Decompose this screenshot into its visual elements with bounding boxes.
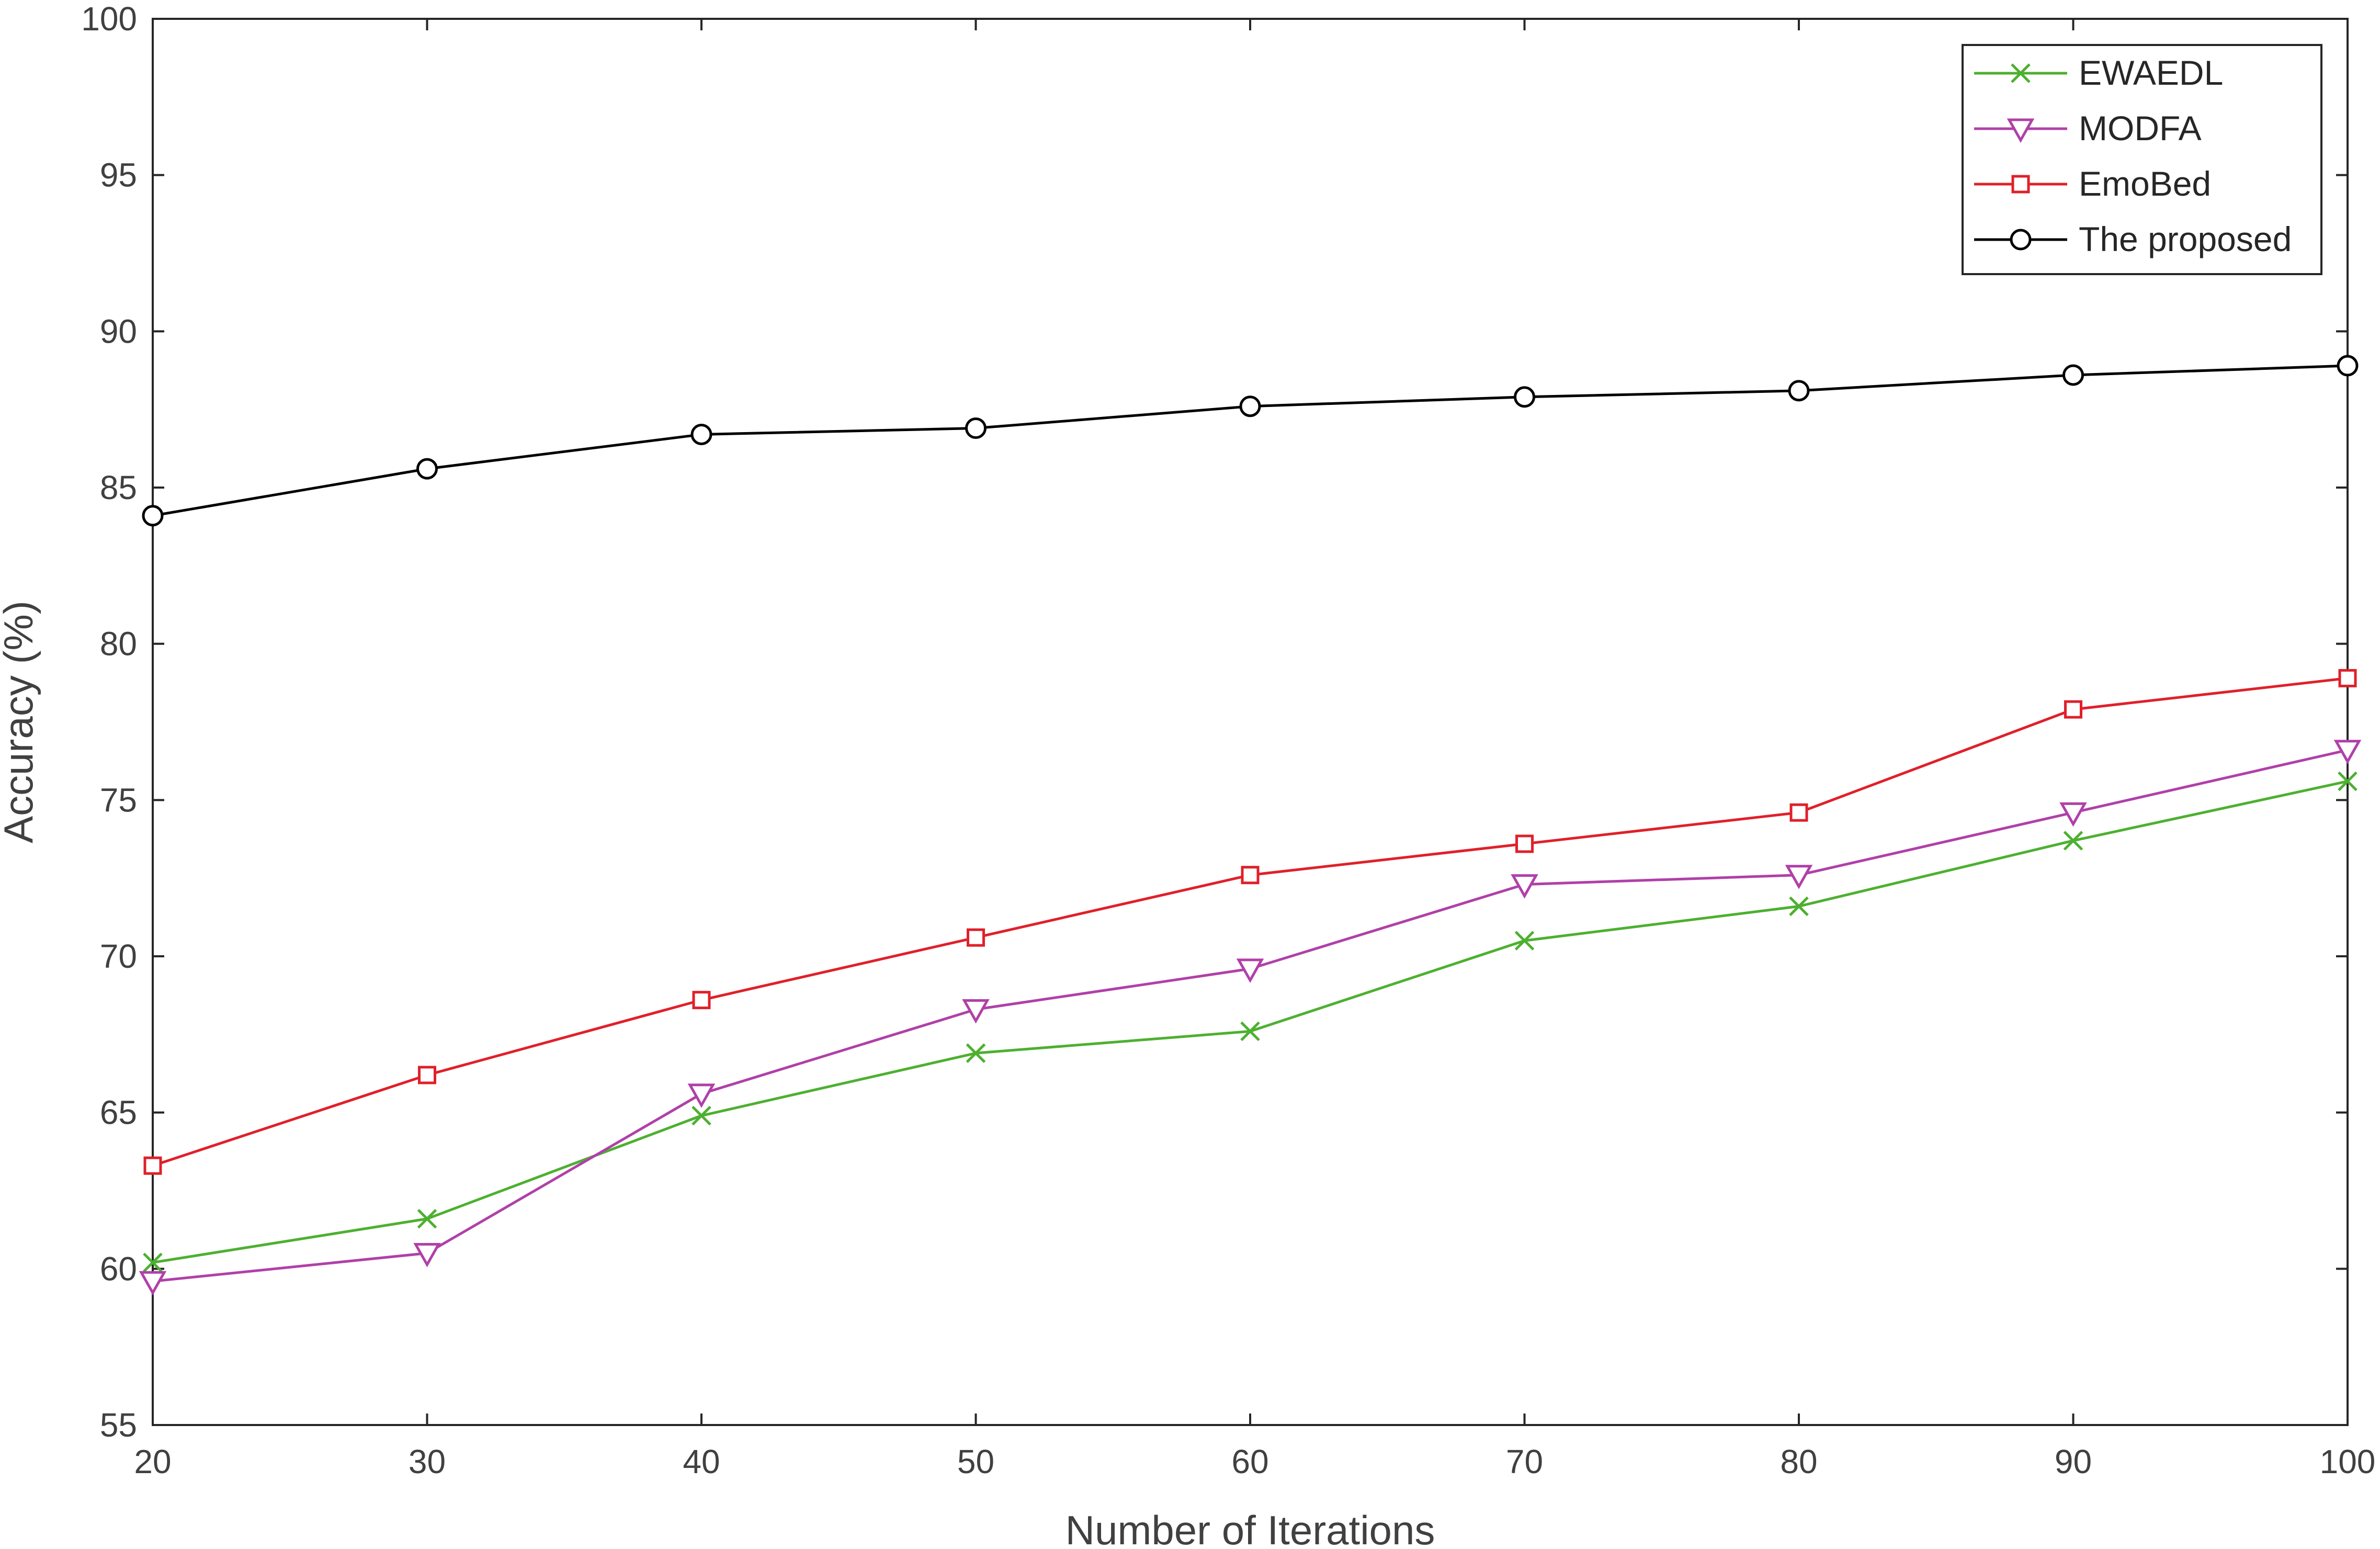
series-group xyxy=(139,355,2362,1296)
data-point xyxy=(418,1066,436,1084)
y-tick-label: 80 xyxy=(100,625,137,663)
data-point xyxy=(2059,802,2087,827)
data-point xyxy=(1240,1021,1260,1042)
legend-item: MODFA xyxy=(1974,109,2202,148)
x-tick-label: 100 xyxy=(2320,1443,2376,1480)
data-point xyxy=(139,1271,167,1296)
legend-item: EWAEDL xyxy=(1974,53,2223,92)
data-point xyxy=(1788,380,1810,402)
legend-item: EmoBed xyxy=(1974,164,2211,203)
data-point xyxy=(1785,865,1813,889)
y-tick-label: 95 xyxy=(100,156,137,194)
data-point xyxy=(416,458,438,480)
x-tick-label: 50 xyxy=(957,1443,994,1480)
data-point xyxy=(1241,866,1260,885)
legend-swatch-marker xyxy=(2010,229,2032,251)
series-2 xyxy=(143,669,2357,1175)
data-point xyxy=(1515,834,1534,853)
legend-label: The proposed xyxy=(2079,220,2292,258)
y-tick-label: 100 xyxy=(81,0,137,38)
x-tick-label: 30 xyxy=(409,1443,446,1480)
data-point xyxy=(2338,771,2358,792)
x-tick-label: 70 xyxy=(1506,1443,1543,1480)
data-point xyxy=(2333,740,2362,764)
data-point xyxy=(2063,831,2083,851)
data-point xyxy=(1511,874,1538,899)
data-point xyxy=(1239,395,1261,417)
data-point xyxy=(692,991,711,1010)
data-point xyxy=(1514,931,1535,951)
data-point xyxy=(687,1083,716,1108)
data-point xyxy=(1789,896,1809,917)
x-tick-label: 60 xyxy=(1231,1443,1268,1480)
data-point xyxy=(2337,355,2359,377)
x-tick-label: 20 xyxy=(134,1443,171,1480)
y-axis: 55 60 65 70 75 80 85 90 95 100 xyxy=(81,0,2348,1444)
x-axis-label: Number of Iterations xyxy=(1066,1507,1435,1549)
series-line xyxy=(152,780,2348,1264)
data-point xyxy=(413,1242,441,1268)
x-tick-label: 90 xyxy=(2055,1443,2092,1480)
series-line xyxy=(152,749,2348,1283)
legend-swatch-marker xyxy=(2011,63,2031,83)
legend-item: The proposed xyxy=(1974,220,2292,258)
data-point xyxy=(962,999,990,1024)
y-axis-label: Accuracy (%) xyxy=(0,601,41,843)
legend-label: EmoBed xyxy=(2079,164,2211,203)
y-tick-label: 85 xyxy=(100,469,137,506)
y-tick-label: 75 xyxy=(100,781,137,819)
series-line xyxy=(152,364,2348,517)
data-point xyxy=(2062,364,2084,386)
data-point xyxy=(1514,386,1535,408)
data-point xyxy=(965,417,987,439)
x-tick-label: 80 xyxy=(1780,1443,1817,1480)
data-point xyxy=(417,1208,437,1229)
y-tick-label: 70 xyxy=(100,937,137,975)
data-point xyxy=(143,1156,162,1175)
data-point xyxy=(1236,958,1264,983)
y-tick-label: 55 xyxy=(100,1406,137,1444)
y-tick-label: 60 xyxy=(100,1250,137,1287)
data-point xyxy=(967,928,985,947)
data-point xyxy=(690,423,712,445)
data-point xyxy=(1789,803,1808,822)
x-axis: 20 30 40 50 60 70 80 90 100 xyxy=(134,19,2375,1480)
legend-label: EWAEDL xyxy=(2079,53,2223,92)
legend-swatch-marker xyxy=(2011,175,2030,194)
series-line xyxy=(152,676,2348,1167)
data-point xyxy=(2064,700,2082,719)
series-1 xyxy=(139,740,2362,1296)
x-tick-label: 40 xyxy=(683,1443,720,1480)
y-tick-label: 65 xyxy=(100,1094,137,1132)
data-point xyxy=(2338,669,2357,687)
data-point xyxy=(143,1252,163,1273)
data-point xyxy=(692,1105,711,1126)
legend: EWAEDL MODFA EmoBed The proposed xyxy=(1962,44,2322,275)
y-tick-label: 90 xyxy=(100,312,137,350)
series-3 xyxy=(142,355,2359,527)
data-point xyxy=(966,1043,986,1063)
legend-label: MODFA xyxy=(2079,109,2202,148)
data-point xyxy=(142,505,164,527)
legend-swatch-marker xyxy=(2007,118,2035,143)
series-0 xyxy=(143,771,2358,1273)
